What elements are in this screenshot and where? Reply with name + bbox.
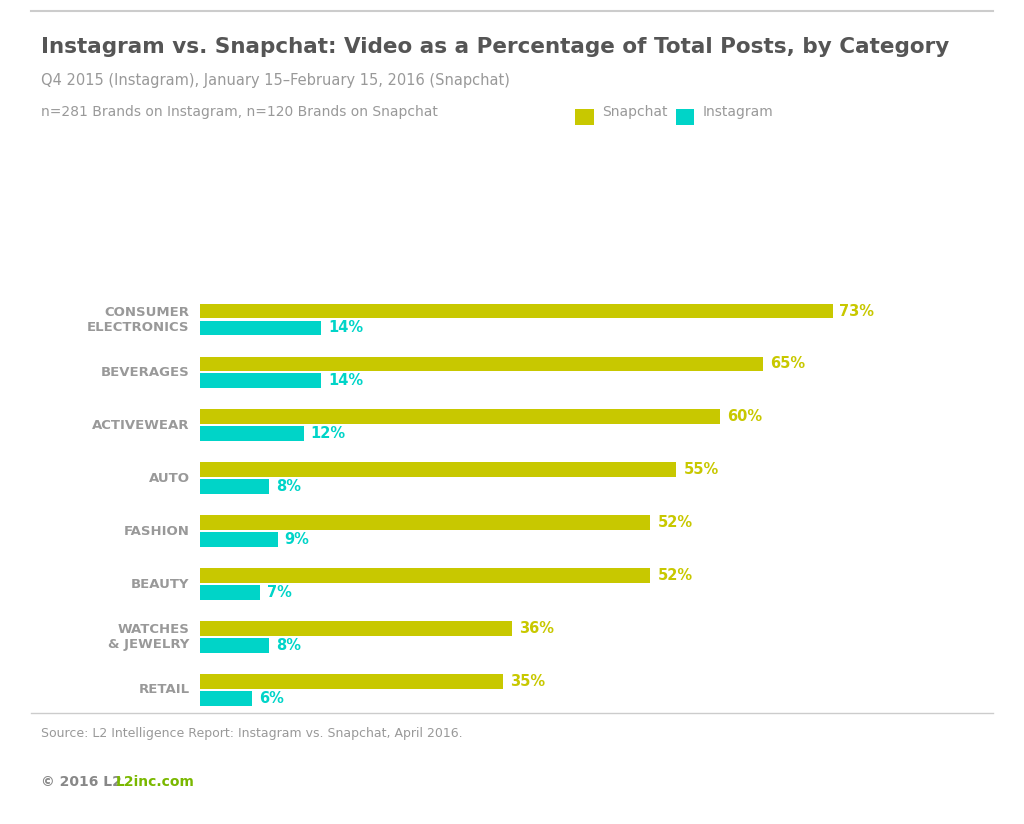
Text: AUTO: AUTO <box>148 472 189 485</box>
Text: 14%: 14% <box>328 321 364 335</box>
Text: ACTIVEWEAR: ACTIVEWEAR <box>92 419 189 432</box>
Text: 9%: 9% <box>285 532 309 547</box>
Text: 65%: 65% <box>770 357 805 372</box>
Bar <box>200 515 650 530</box>
Text: © 2016 L2: © 2016 L2 <box>41 775 127 789</box>
Text: FASHION: FASHION <box>124 525 189 537</box>
Bar <box>200 621 512 636</box>
Text: BEAUTY: BEAUTY <box>131 578 189 591</box>
Text: 35%: 35% <box>510 674 545 689</box>
Text: 14%: 14% <box>328 373 364 388</box>
Bar <box>200 321 322 335</box>
Text: 8%: 8% <box>276 638 301 653</box>
Bar <box>200 674 503 689</box>
Bar <box>200 585 260 600</box>
Bar <box>200 480 269 494</box>
Bar <box>200 357 763 372</box>
Text: Snapchat: Snapchat <box>602 105 668 119</box>
Text: 12%: 12% <box>310 426 346 442</box>
Text: 52%: 52% <box>657 568 692 583</box>
Text: L2inc.com: L2inc.com <box>116 775 195 789</box>
Bar <box>200 691 252 705</box>
Text: Instagram vs. Snapchat: Video as a Percentage of Total Posts, by Category: Instagram vs. Snapchat: Video as a Perce… <box>41 37 949 57</box>
Text: n=281 Brands on Instagram, n=120 Brands on Snapchat: n=281 Brands on Instagram, n=120 Brands … <box>41 105 438 119</box>
Text: WATCHES
& JEWELRY: WATCHES & JEWELRY <box>109 623 189 651</box>
Bar <box>200 304 833 319</box>
Text: 6%: 6% <box>259 691 284 706</box>
Text: 55%: 55% <box>683 462 719 477</box>
Text: Q4 2015 (Instagram), January 15–February 15, 2016 (Snapchat): Q4 2015 (Instagram), January 15–February… <box>41 73 510 87</box>
Bar <box>200 569 650 583</box>
Bar <box>200 462 677 477</box>
Bar <box>200 638 269 653</box>
Text: 7%: 7% <box>267 585 292 600</box>
Bar <box>200 426 304 441</box>
Text: 8%: 8% <box>276 480 301 494</box>
Text: 52%: 52% <box>657 515 692 530</box>
Text: Source: L2 Intelligence Report: Instagram vs. Snapchat, April 2016.: Source: L2 Intelligence Report: Instagra… <box>41 727 463 740</box>
Text: Instagram: Instagram <box>702 105 773 119</box>
Text: 73%: 73% <box>840 303 874 319</box>
Text: 36%: 36% <box>519 621 554 636</box>
Bar <box>200 532 278 547</box>
Bar <box>200 373 322 388</box>
Text: BEVERAGES: BEVERAGES <box>100 366 189 379</box>
Text: RETAIL: RETAIL <box>138 683 189 696</box>
Text: 60%: 60% <box>727 410 762 424</box>
Bar <box>200 410 720 424</box>
Text: CONSUMER
ELECTRONICS: CONSUMER ELECTRONICS <box>87 306 189 334</box>
